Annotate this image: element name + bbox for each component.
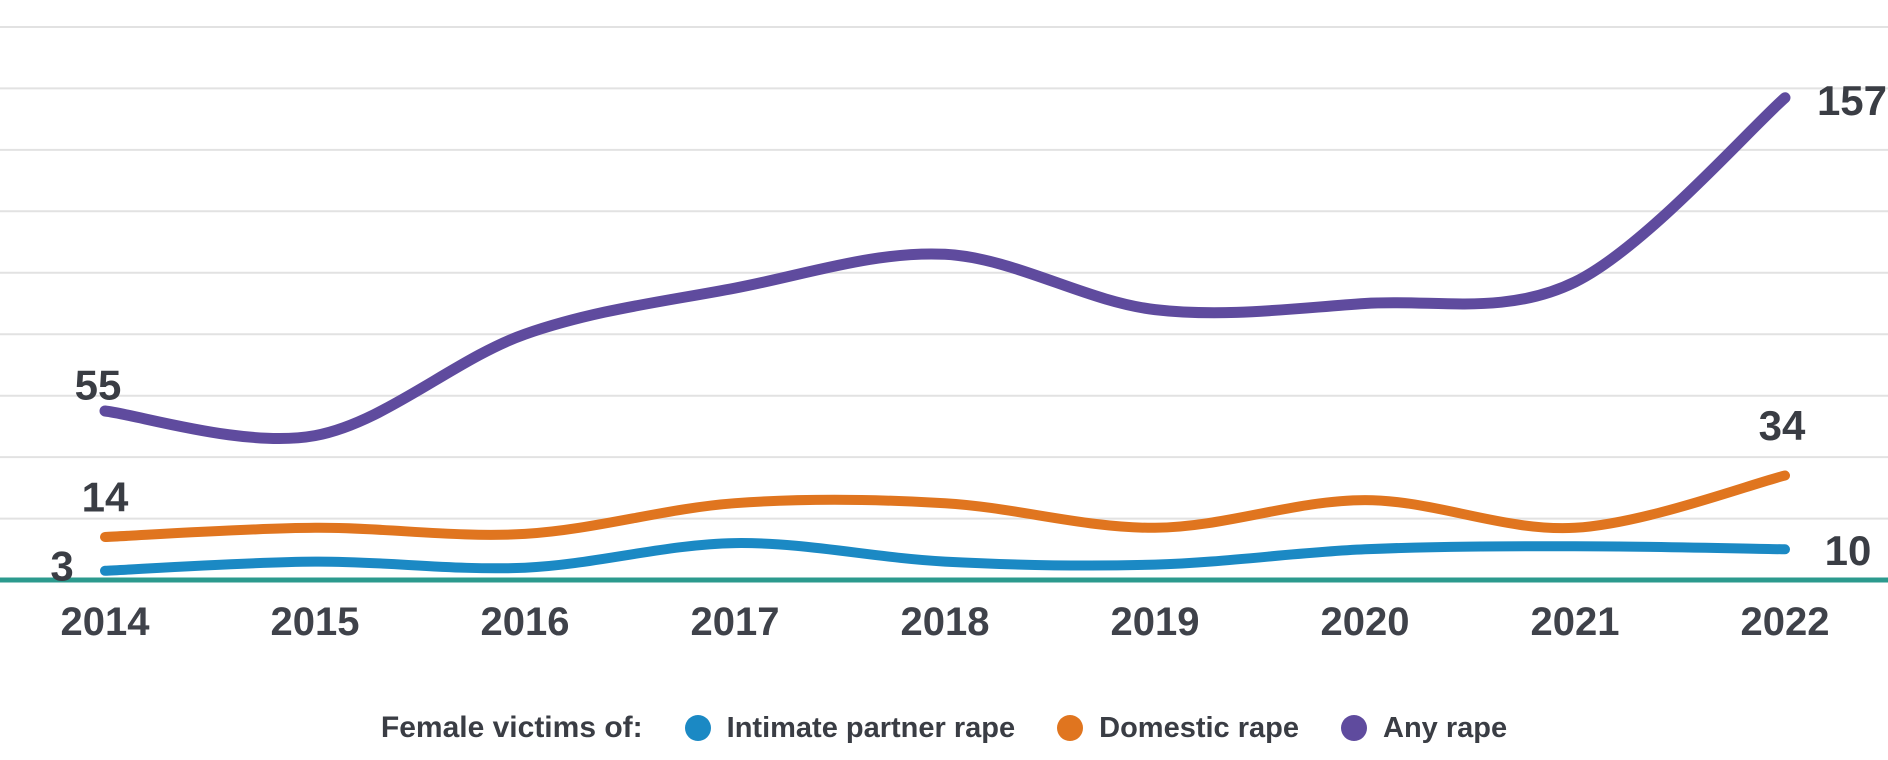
intimate-partner-rape-dot-icon bbox=[684, 715, 711, 741]
value-label: 10 bbox=[1825, 527, 1872, 574]
x-axis-label-2014: 2014 bbox=[61, 600, 151, 644]
value-label: 34 bbox=[1759, 402, 1806, 449]
x-axis-label-2021: 2021 bbox=[1531, 600, 1620, 644]
value-label: 14 bbox=[82, 474, 129, 521]
series-lines bbox=[99, 92, 1791, 576]
value-labels: 3 10 14 34 55 157 bbox=[50, 77, 1887, 589]
any-rape-dot-icon bbox=[1341, 715, 1367, 741]
legend-item-intimate-partner-rape: Intimate partner rape bbox=[684, 711, 1016, 745]
legend-item-any-rape: Any rape bbox=[1341, 712, 1507, 745]
x-axis-label-2015: 2015 bbox=[271, 600, 360, 644]
series-line-any-rape bbox=[99, 92, 1791, 444]
x-axis-label-2022: 2022 bbox=[1741, 600, 1830, 644]
legend-item-label: Intimate partner rape bbox=[726, 711, 1016, 744]
domestic-rape-dot-icon bbox=[1057, 715, 1084, 741]
legend-title: Female victims of: bbox=[380, 711, 643, 744]
x-axis-label-2020: 2020 bbox=[1321, 600, 1410, 644]
value-label: 3 bbox=[50, 542, 73, 589]
legend-item-domestic-rape: Domestic rape bbox=[1057, 712, 1299, 745]
x-axis-label-2016: 2016 bbox=[481, 600, 570, 644]
x-axis-labels: 2014 2015 2016 2017 2018 2019 2020 2021 2022 bbox=[61, 600, 1830, 644]
legend-item-label: Any rape bbox=[1383, 711, 1508, 744]
legend: Female victims of: Intimate partner rape… bbox=[0, 704, 1888, 752]
gridlines bbox=[0, 26, 1888, 520]
value-label: 157 bbox=[1817, 77, 1887, 124]
x-axis-label-2017: 2017 bbox=[691, 600, 780, 644]
x-axis-label-2019: 2019 bbox=[1111, 600, 1200, 644]
series-line-domestic-rape bbox=[100, 470, 1790, 542]
value-label: 55 bbox=[75, 362, 122, 409]
legend-item-label: Domestic rape bbox=[1099, 711, 1299, 744]
x-axis-label-2018: 2018 bbox=[901, 600, 990, 644]
series-line-intimate-partner-rape bbox=[100, 538, 1790, 576]
